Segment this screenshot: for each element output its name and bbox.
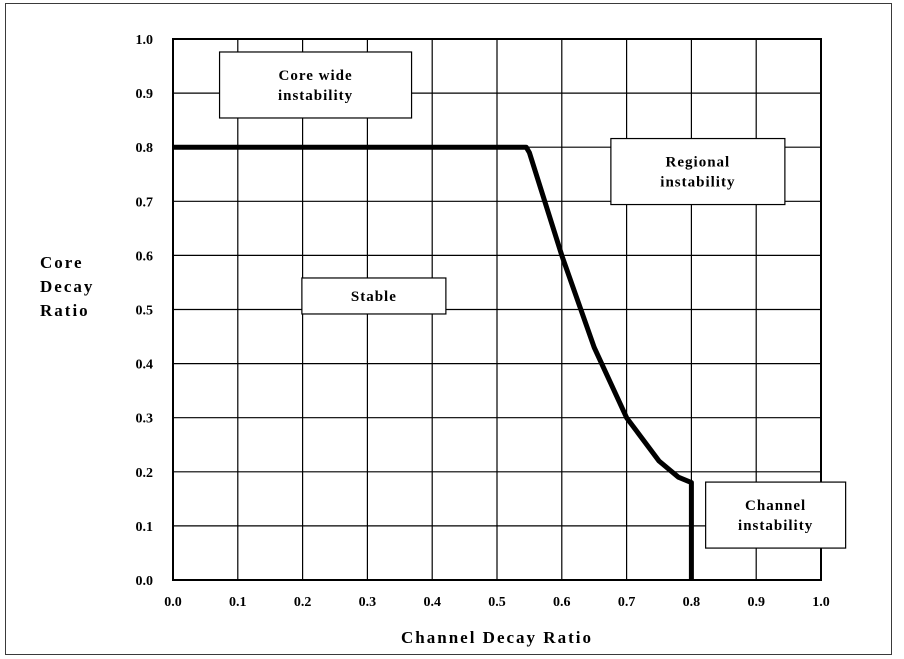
y-tick-label: 0.9 bbox=[136, 87, 154, 102]
x-tick-label: 0.2 bbox=[294, 595, 312, 610]
stability-boundary bbox=[173, 144, 694, 580]
y-axis-label: Core Decay Ratio bbox=[40, 253, 94, 320]
y-tick-labels: 0.0 0.1 0.2 0.3 0.4 0.5 0.6 0.7 0.8 0.9 1.0 bbox=[136, 33, 154, 589]
x-tick-label: 0.9 bbox=[747, 595, 765, 610]
region-label: Channel instability bbox=[705, 481, 847, 549]
y-tick-label: 0.4 bbox=[136, 358, 154, 373]
x-tick-label: 0.1 bbox=[229, 595, 247, 610]
y-tick-label: 0.2 bbox=[136, 466, 154, 481]
x-tick-label: 0.8 bbox=[683, 595, 701, 610]
y-tick-label: 0.6 bbox=[136, 249, 154, 264]
y-tick-label: 0.1 bbox=[136, 520, 154, 535]
region-label-text: instability bbox=[660, 175, 735, 191]
x-tick-label: 0.6 bbox=[553, 595, 571, 610]
region-label-text: instability bbox=[738, 518, 813, 534]
region-label-box bbox=[301, 277, 447, 315]
x-tick-label: 0.4 bbox=[423, 595, 441, 610]
x-tick-label: 0.0 bbox=[164, 595, 182, 610]
y-tick-label: 0.5 bbox=[136, 304, 154, 319]
region-label-text: Stable bbox=[351, 289, 397, 305]
y-tick-label: 0.8 bbox=[136, 141, 154, 156]
region-label: Core wide instability bbox=[218, 51, 413, 119]
region-label: Stable bbox=[301, 277, 447, 315]
x-tick-label: 0.7 bbox=[618, 595, 636, 610]
region-label-box bbox=[705, 481, 847, 549]
region-label-box bbox=[610, 137, 786, 206]
plot-area-border bbox=[172, 38, 822, 581]
region-annotations: Core wide instability Regional instability S… bbox=[218, 51, 847, 549]
x-tick-label: 0.5 bbox=[488, 595, 506, 610]
region-label-text: Channel bbox=[745, 498, 806, 514]
region-label-text: Regional bbox=[666, 155, 731, 171]
region-label-box bbox=[218, 51, 413, 119]
x-tick-label: 0.3 bbox=[359, 595, 377, 610]
region-label-text: Core wide bbox=[278, 68, 352, 84]
y-tick-label: 0.3 bbox=[136, 412, 154, 427]
y-tick-label: 0.0 bbox=[136, 574, 154, 589]
region-label: Regional instability bbox=[610, 137, 786, 206]
y-tick-label: 1.0 bbox=[136, 33, 154, 48]
region-label-text: instability bbox=[278, 88, 353, 104]
stability-boundary-line bbox=[173, 144, 694, 580]
x-tick-labels: 0.0 0.1 0.2 0.3 0.4 0.5 0.6 0.7 0.8 0.9 1.0 bbox=[164, 595, 830, 610]
y-axis-label-line: Decay bbox=[40, 277, 94, 296]
y-tick-label: 0.7 bbox=[136, 195, 154, 210]
y-axis-label-line: Core bbox=[40, 253, 84, 272]
x-axis-label: Channel Decay Ratio bbox=[401, 628, 593, 647]
y-axis-label-line: Ratio bbox=[40, 301, 90, 320]
x-tick-label: 1.0 bbox=[812, 595, 830, 610]
